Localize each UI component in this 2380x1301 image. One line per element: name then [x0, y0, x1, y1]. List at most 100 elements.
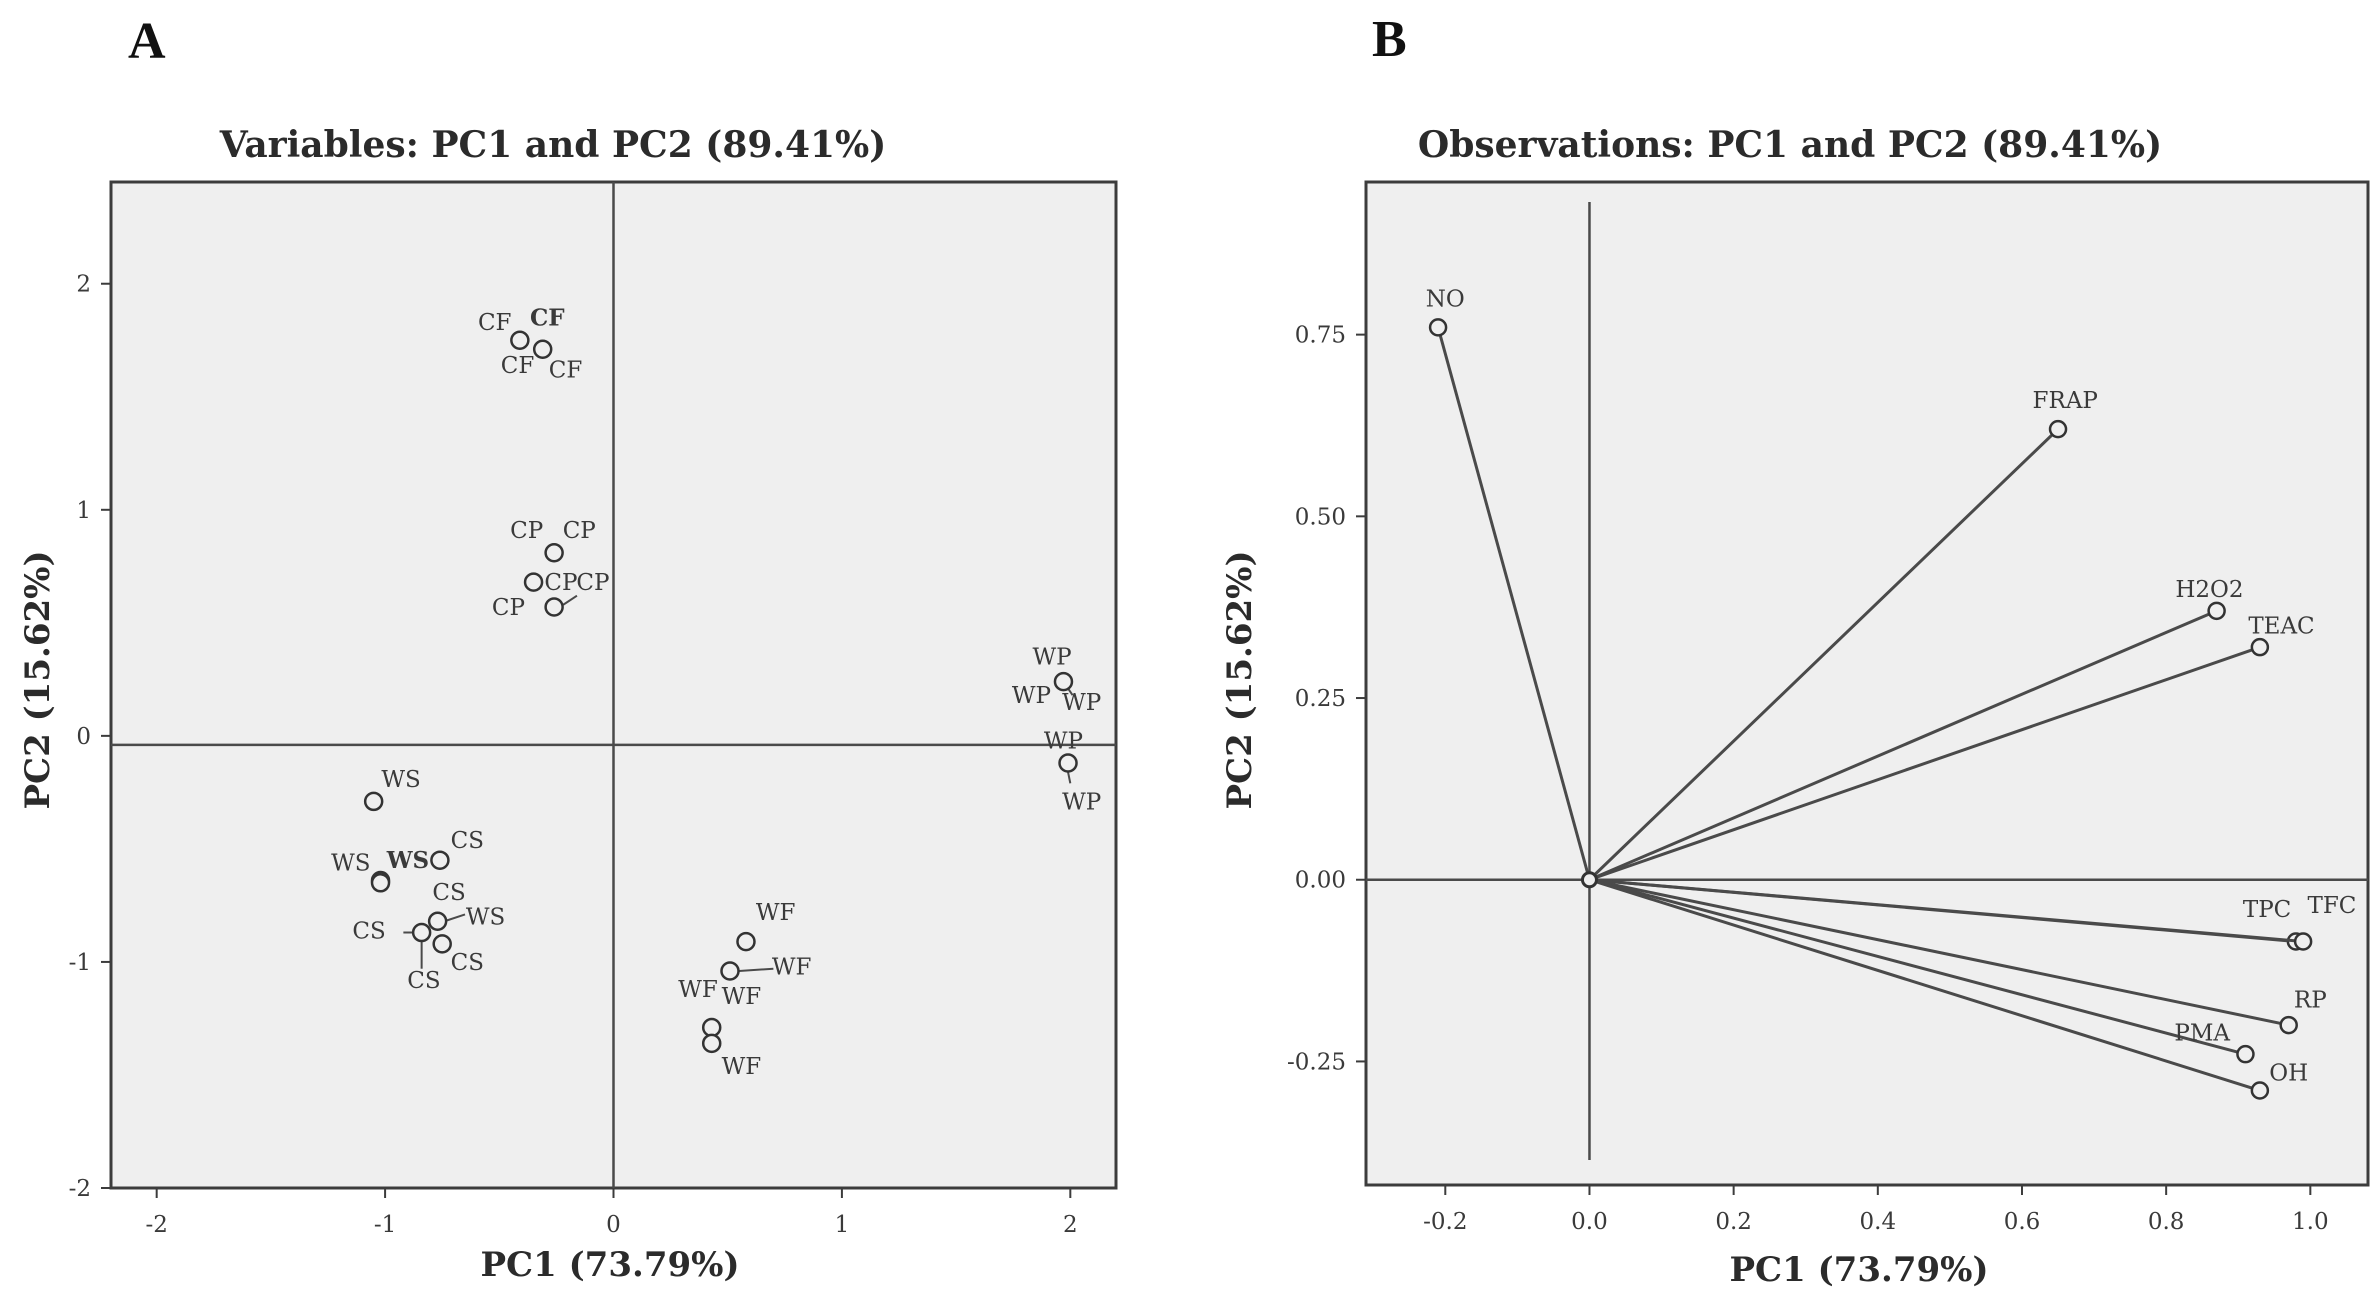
chart-a-x-tick-label: 1: [835, 1212, 850, 1238]
chart-a-x-tick-label: -1: [374, 1212, 396, 1238]
chart-a-data-point: [411, 922, 432, 943]
chart-b-vector-point-tfc: [2293, 932, 2313, 951]
chart-b-vector-no: [1436, 326, 1591, 881]
chart-a-data-point: [1053, 671, 1074, 692]
chart-b-point-label: PMA: [2174, 1020, 2230, 1046]
chart-b-title: Observations: PC1 and PC2 (89.41%): [1417, 124, 2163, 166]
chart-a-point-label: CS: [352, 918, 385, 944]
chart-a-x-axis-title: PC1 (73.79%): [480, 1245, 740, 1285]
chart-a-point-label: WF: [722, 1054, 762, 1080]
chart-a-data-point: [720, 961, 740, 981]
chart-a-point-label: WS: [381, 767, 420, 793]
chart-b-y-tick-label: 0.50: [1295, 504, 1346, 530]
chart-b-point-label: FRAP: [2033, 388, 2098, 414]
chart-a-label-connector: [562, 594, 578, 606]
chart-a-point-label: WF: [722, 984, 762, 1010]
chart-a-point-label: CP: [576, 570, 609, 596]
chart-b-vector-pma: [1589, 878, 2246, 1056]
chart-b-y-tick-label: -0.25: [1287, 1049, 1346, 1075]
chart-a-point-label: CS: [451, 950, 484, 976]
chart-b-point-label: TFC: [2308, 893, 2357, 919]
chart-b-vector-point-rp: [2279, 1015, 2298, 1035]
chart-b-point-label: TPC: [2243, 897, 2291, 923]
chart-a-point-label: WP: [1012, 683, 1051, 709]
chart-b-origin-point: [1580, 871, 1598, 889]
chart-b-x-tick-label: 0.0: [1571, 1209, 1608, 1235]
chart-b-vector-tfc: [1589, 878, 2304, 944]
chart-b-y-tick-label: 0.25: [1295, 686, 1346, 712]
chart-b-plot-area: [1364, 180, 2370, 1187]
chart-b-x-axis-title: PC1 (73.79%): [1729, 1250, 1989, 1290]
chart-a-point-label: CS: [407, 968, 440, 994]
chart-a-data-point: [544, 543, 564, 563]
chart-b-vector-point-h2o2: [2207, 601, 2226, 621]
chart-a-y-tick-label: -2: [69, 1176, 91, 1202]
chart-b-point-label: H2O2: [2175, 577, 2243, 603]
chart-a-point-label: CF: [501, 353, 535, 379]
chart-b-vector-frap: [1588, 428, 2060, 881]
chart-a-data-point: [1058, 753, 1078, 773]
chart-a-y-tick-label: 1: [76, 498, 91, 524]
chart-b-x-tick-label: 0.6: [2004, 1209, 2041, 1235]
chart-b-y-tick-label: 0.00: [1295, 868, 1346, 894]
chart-a-point-label: WP: [1062, 789, 1101, 815]
chart-a-y-tick-label: 0: [76, 724, 91, 750]
chart-b-x-tick-label: 0.2: [1715, 1209, 1752, 1235]
chart-a-point-label: CP: [510, 518, 543, 544]
chart-a-point-label: WP: [1044, 728, 1083, 754]
chart-b-y-tick-label: 0.75: [1295, 323, 1346, 349]
chart-b-x-tick-label: 0.4: [1860, 1209, 1897, 1235]
chart-a-data-point: [532, 339, 553, 360]
chart-b-vector-oh: [1589, 878, 2261, 1092]
chart-a-point-label: WP: [1062, 690, 1101, 716]
chart-a-label-connector: [739, 967, 774, 972]
chart-a-y-tick-label: -1: [69, 950, 91, 976]
chart-a-point-label: WF: [756, 900, 796, 926]
chart-b-point-label: RP: [2294, 988, 2327, 1014]
chart-a-title: Variables: PC1 and PC2 (89.41%): [219, 124, 887, 166]
chart-a-x-tick-label: 2: [1063, 1212, 1078, 1238]
panel-b-letter: B: [1372, 11, 1407, 68]
chart-a-data-point: [736, 931, 756, 952]
chart-b-vector-h2o2: [1588, 609, 2218, 882]
chart-a-label-connector: [444, 913, 466, 923]
chart-b-point-label: OH: [2269, 1060, 2308, 1086]
chart-a-point-label: CF: [530, 305, 565, 332]
chart-a-point-label: WS: [466, 905, 505, 931]
chart-a-label-connector: [1067, 771, 1072, 784]
chart-a-data-point: [701, 1017, 722, 1038]
chart-a-point-label: WP: [1032, 645, 1071, 671]
chart-a-x-tick-label: -2: [145, 1212, 167, 1238]
chart-b-vector-teac: [1588, 645, 2261, 882]
chart-b-vector-point-no: [1428, 318, 1448, 337]
chart-b-vector-point-teac: [2250, 637, 2270, 657]
chart-a-data-point: [523, 572, 544, 592]
chart-a-point-label: CS: [451, 828, 484, 854]
chart-b-x-tick-label: 1.0: [2292, 1209, 2329, 1235]
chart-a-point-label: CS: [432, 880, 465, 906]
chart-b-vector-point-oh: [2250, 1081, 2270, 1100]
chart-b-x-tick-label: -0.2: [1423, 1209, 1467, 1235]
chart-a-point-label: WS: [331, 850, 370, 876]
chart-b-x-tick-label: 0.8: [2148, 1209, 2185, 1235]
chart-b-vector-point-frap: [2048, 419, 2068, 439]
chart-a-data-point: [363, 791, 384, 812]
chart-a-y-tick-label: 2: [76, 272, 91, 298]
chart-a-point-label: WF: [772, 954, 812, 980]
chart-a-point-label: CP: [492, 595, 525, 621]
chart-a-point-label: CF: [549, 358, 583, 384]
chart-a-point-label: CP: [563, 518, 596, 544]
chart-a-data-point: [427, 911, 448, 931]
chart-b-vector-rp: [1589, 878, 2290, 1027]
chart-b-point-label: TEAC: [2248, 613, 2314, 639]
chart-a-point-label: WF: [678, 977, 718, 1003]
chart-a-x-tick-label: 0: [606, 1212, 621, 1238]
chart-a-point-label: CP: [544, 570, 577, 596]
chart-a-point-label: CF: [478, 310, 512, 336]
chart-b-point-label: NO: [1426, 286, 1465, 312]
chart-a-data-point: [370, 873, 391, 893]
panel-a-letter: A: [128, 13, 166, 70]
chart-a-data-point: [430, 850, 450, 870]
chart-a-data-point: [510, 330, 530, 350]
